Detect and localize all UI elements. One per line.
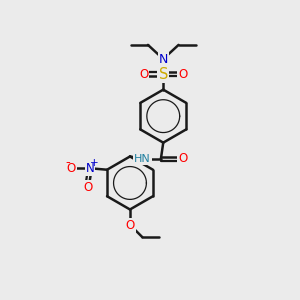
- Text: -: -: [65, 156, 70, 169]
- Text: O: O: [178, 152, 188, 165]
- Text: O: O: [67, 162, 76, 175]
- Text: O: O: [83, 181, 92, 194]
- Text: O: O: [125, 219, 135, 232]
- Text: O: O: [178, 68, 187, 81]
- Text: N: N: [159, 52, 168, 65]
- Text: S: S: [159, 67, 168, 82]
- Text: HN: HN: [134, 154, 151, 164]
- Text: +: +: [89, 158, 98, 168]
- Text: N: N: [85, 162, 94, 175]
- Text: O: O: [139, 68, 148, 81]
